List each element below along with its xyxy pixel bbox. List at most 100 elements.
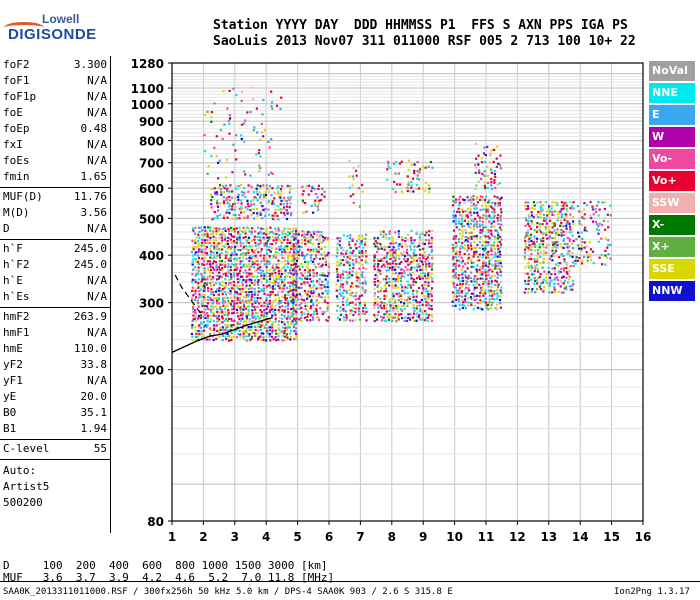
echo-point [527, 283, 530, 286]
echo-point [553, 229, 556, 232]
echo-point [425, 317, 428, 320]
echo-point [455, 289, 459, 292]
echo-point [377, 268, 380, 271]
echo-point [542, 281, 545, 284]
echo-point [316, 234, 319, 237]
echo-point [404, 266, 407, 269]
echo-point [452, 229, 456, 232]
echo-point [475, 253, 478, 256]
echo-point [286, 337, 290, 341]
echo-point [488, 276, 491, 279]
echo-point [226, 187, 229, 190]
echo-point [467, 287, 470, 290]
echo-point [287, 271, 290, 275]
echo-point [194, 309, 197, 312]
echo-point [247, 249, 250, 252]
echo-point [223, 227, 226, 230]
echo-point [277, 238, 280, 241]
echo-point [399, 251, 403, 255]
echo-point [559, 262, 562, 265]
echo-point [469, 211, 472, 214]
echo-point [286, 184, 289, 187]
echo-point [473, 240, 476, 244]
echo-point [284, 245, 287, 248]
echo-point [230, 305, 233, 308]
echo-point [525, 231, 528, 235]
echo-point [250, 265, 253, 268]
echo-point [321, 257, 325, 260]
echo-point [562, 255, 565, 258]
echo-point [488, 301, 491, 304]
echo-point [526, 231, 529, 234]
echo-point [386, 252, 389, 255]
echo-point [416, 277, 419, 280]
echo-point [488, 298, 491, 301]
echo-point [373, 268, 376, 271]
echo-point [283, 329, 286, 333]
echo-point [479, 307, 482, 310]
echo-point [226, 242, 229, 246]
echo-point [483, 160, 487, 164]
echo-point [301, 265, 304, 269]
echo-point [451, 258, 455, 261]
echo-point [410, 229, 413, 232]
echo-point [458, 300, 461, 303]
echo-point [352, 266, 355, 270]
echo-point [295, 259, 298, 262]
echo-point [317, 184, 320, 187]
echo-point [547, 207, 550, 210]
echo-point [461, 306, 464, 310]
echo-point [272, 300, 275, 303]
echo-point [569, 228, 572, 231]
echo-point [400, 160, 403, 163]
echo-point [391, 266, 394, 269]
echo-point [236, 244, 239, 247]
echo-point [263, 242, 266, 245]
echo-point [215, 135, 218, 138]
echo-point [279, 301, 283, 304]
echo-point [235, 257, 238, 260]
echo-point [355, 279, 358, 282]
echo-point [487, 280, 490, 283]
echo-point [210, 206, 213, 209]
echo-point [580, 244, 583, 247]
echo-point [200, 244, 203, 247]
echo-point [287, 311, 290, 314]
echo-point [454, 265, 458, 268]
echo-point [416, 169, 419, 173]
echo-point [600, 237, 603, 240]
echo-point [197, 226, 201, 229]
echo-point [312, 303, 315, 307]
echo-point [409, 268, 412, 271]
echo-point [534, 267, 537, 270]
echo-point [266, 271, 269, 275]
echo-point [271, 202, 274, 205]
echo-point [237, 315, 240, 318]
echo-point [245, 241, 248, 244]
echo-point [383, 256, 386, 259]
echo-point [476, 270, 479, 273]
echo-point [251, 245, 254, 248]
echo-point [484, 264, 488, 267]
echo-point [289, 202, 292, 205]
echo-point [452, 285, 456, 288]
echo-point [351, 274, 354, 277]
echo-point [251, 314, 254, 317]
echo-point [206, 233, 209, 236]
echo-point [228, 199, 231, 202]
echo-point [268, 232, 271, 235]
echo-point [243, 140, 246, 143]
echo-point [416, 312, 419, 315]
echo-point [482, 226, 485, 229]
echo-point [293, 251, 296, 254]
echo-point [494, 252, 497, 256]
echo-point [283, 339, 286, 342]
echo-point [260, 248, 263, 251]
echo-point [225, 338, 228, 341]
echo-point [479, 301, 482, 305]
echo-point [609, 243, 612, 247]
echo-point [283, 282, 286, 285]
echo-point [221, 263, 224, 266]
echo-point [258, 196, 262, 199]
echo-point [216, 254, 219, 257]
